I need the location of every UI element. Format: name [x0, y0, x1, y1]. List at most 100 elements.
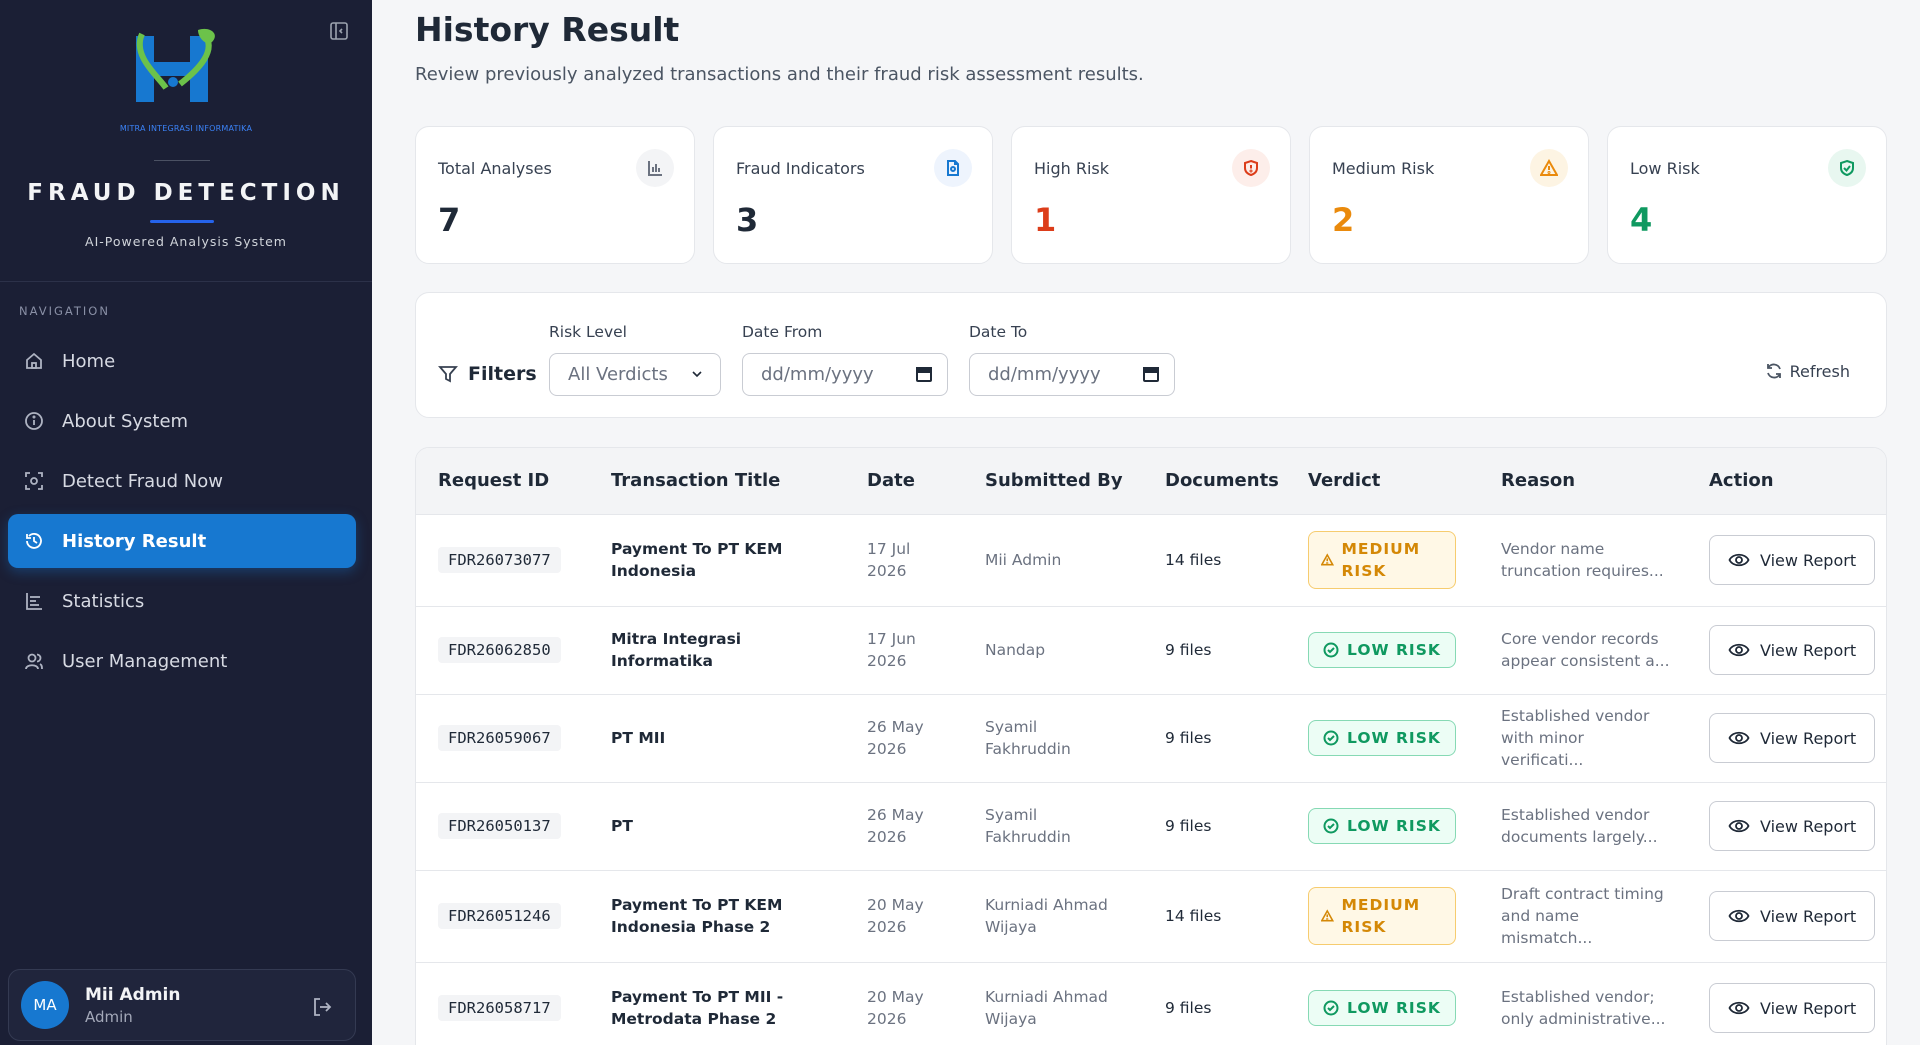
- page-title: History Result: [415, 10, 680, 49]
- verdict-badge: MEDIUM RISK: [1308, 531, 1456, 589]
- calendar-icon[interactable]: [1142, 365, 1160, 383]
- filters-label: Filters: [468, 363, 537, 385]
- stat-card-total: Total Analyses 7: [415, 126, 695, 264]
- table-row: FDR26059067 PT MII 26 May 2026 Syamil Fa…: [416, 694, 1886, 783]
- column-header[interactable]: Submitted By: [963, 448, 1143, 515]
- history-table: Request ID Transaction Title Date Submit…: [415, 447, 1887, 1045]
- transaction-date: 17 Jun 2026: [867, 630, 916, 670]
- request-id: FDR26058717: [438, 995, 561, 1021]
- reason-text: Core vendor records appear consistent a.…: [1501, 630, 1670, 670]
- avatar: MA: [21, 981, 69, 1029]
- stat-label: Low Risk: [1630, 159, 1700, 178]
- transaction-title: PT MII: [611, 729, 666, 747]
- user-profile-card[interactable]: MA Mii Admin Admin: [8, 969, 356, 1041]
- reason-text: Vendor name truncation requires...: [1501, 540, 1664, 580]
- sidebar-item-history[interactable]: History Result: [8, 514, 356, 568]
- view-report-button[interactable]: View Report: [1709, 625, 1876, 675]
- date-from-input[interactable]: dd/mm/yyyy: [742, 353, 948, 396]
- submitted-by: Syamil Fakhruddin: [985, 718, 1071, 758]
- calendar-icon[interactable]: [915, 365, 933, 383]
- verdict-label: MEDIUM RISK: [1341, 896, 1421, 936]
- date-to-placeholder: dd/mm/yyyy: [988, 364, 1101, 385]
- transaction-title: Payment To PT MII - Metrodata Phase 2: [611, 988, 784, 1028]
- bar-chart-icon: [636, 149, 674, 187]
- sidebar-item-label: Detect Fraud Now: [62, 470, 223, 492]
- column-header[interactable]: Documents: [1143, 448, 1286, 515]
- home-icon: [26, 352, 42, 369]
- verdict-badge: LOW RISK: [1308, 632, 1456, 668]
- shield-alert-icon: [1232, 149, 1270, 187]
- history-icon: [26, 533, 42, 549]
- column-header[interactable]: Action: [1687, 448, 1886, 515]
- reason-text: Established vendor; only administrative.…: [1501, 988, 1666, 1028]
- view-report-label: View Report: [1760, 550, 1857, 570]
- sidebar-item-detect[interactable]: Detect Fraud Now: [8, 454, 356, 508]
- column-header[interactable]: Verdict: [1286, 448, 1479, 515]
- table-row: FDR26062850 Mitra Integrasi Informatika …: [416, 606, 1886, 695]
- warning-icon: [1321, 553, 1334, 566]
- check-circle-icon: [1323, 818, 1339, 834]
- column-header[interactable]: Reason: [1479, 448, 1687, 515]
- transaction-date: 20 May 2026: [867, 988, 924, 1028]
- table-row: FDR26073077 Payment To PT KEM Indonesia …: [416, 514, 1886, 607]
- stat-value: 4: [1630, 201, 1653, 239]
- chart-icon: [26, 593, 42, 610]
- view-report-button[interactable]: View Report: [1709, 983, 1876, 1033]
- submitted-by: Kurniadi Ahmad Wijaya: [985, 988, 1108, 1028]
- check-circle-icon: [1323, 642, 1339, 658]
- sidebar-item-label: About System: [62, 410, 189, 432]
- date-to-input[interactable]: dd/mm/yyyy: [969, 353, 1175, 396]
- verdict-badge: LOW RISK: [1308, 990, 1456, 1026]
- brand-title: FRAUD DETECTION: [27, 180, 345, 206]
- stat-label: Total Analyses: [438, 159, 552, 178]
- view-report-button[interactable]: View Report: [1709, 535, 1876, 585]
- view-report-button[interactable]: View Report: [1709, 713, 1876, 763]
- brand-underline: [150, 220, 214, 223]
- transaction-date: 26 May 2026: [867, 806, 924, 846]
- reason-text: Established vendor documents largely...: [1501, 806, 1658, 846]
- column-header[interactable]: Transaction Title: [589, 448, 845, 515]
- transaction-title: Payment To PT KEM Indonesia Phase 2: [611, 896, 783, 936]
- date-to-label: Date To: [969, 323, 1028, 341]
- verdict-badge: MEDIUM RISK: [1308, 887, 1456, 945]
- reason-text: Draft contract timing and name mismatch.…: [1501, 885, 1664, 947]
- column-header[interactable]: Request ID: [416, 448, 589, 515]
- stat-value: 7: [438, 201, 461, 239]
- risk-level-select[interactable]: All Verdicts: [549, 353, 721, 396]
- collapse-sidebar-icon[interactable]: [329, 21, 349, 41]
- logout-icon[interactable]: [311, 996, 333, 1018]
- document-icon: [934, 149, 972, 187]
- logo-caption: MITRA INTEGRASI INFORMATIKA: [119, 124, 253, 133]
- users-icon: [25, 653, 43, 670]
- view-report-label: View Report: [1760, 640, 1857, 660]
- request-id: FDR26059067: [438, 725, 561, 751]
- table-row: FDR26058717 Payment To PT MII - Metrodat…: [416, 962, 1886, 1045]
- stat-card-high-risk: High Risk 1: [1011, 126, 1291, 264]
- request-id: FDR26051246: [438, 903, 561, 929]
- scan-icon: [25, 472, 43, 490]
- risk-level-label: Risk Level: [549, 323, 627, 341]
- sidebar-item-about[interactable]: About System: [8, 394, 356, 448]
- submitted-by: Kurniadi Ahmad Wijaya: [985, 896, 1108, 936]
- refresh-button[interactable]: Refresh: [1764, 361, 1850, 381]
- sidebar-item-label: Statistics: [62, 590, 145, 612]
- warning-icon: [1530, 149, 1568, 187]
- verdict-label: LOW RISK: [1347, 641, 1441, 659]
- sidebar-item-home[interactable]: Home: [8, 334, 356, 388]
- table-header-row: Request ID Transaction Title Date Submit…: [416, 448, 1886, 515]
- sidebar-nav: Home About System Detect Fraud Now Histo…: [8, 334, 356, 694]
- view-report-button[interactable]: View Report: [1709, 801, 1876, 851]
- sidebar: MITRA INTEGRASI INFORMATIKA FRAUD DETECT…: [0, 0, 372, 1045]
- column-header[interactable]: Date: [845, 448, 963, 515]
- sidebar-item-users[interactable]: User Management: [8, 634, 356, 688]
- transaction-date: 26 May 2026: [867, 718, 924, 758]
- filters-panel: Filters Risk Level All Verdicts Date Fro…: [415, 292, 1887, 418]
- sidebar-item-statistics[interactable]: Statistics: [8, 574, 356, 628]
- view-report-button[interactable]: View Report: [1709, 891, 1876, 941]
- stat-value: 1: [1034, 201, 1057, 239]
- view-report-label: View Report: [1760, 816, 1857, 836]
- eye-icon: [1728, 1001, 1750, 1015]
- submitted-by: Syamil Fakhruddin: [985, 806, 1071, 846]
- sidebar-item-label: User Management: [62, 650, 228, 672]
- submitted-by: Nandap: [985, 641, 1046, 659]
